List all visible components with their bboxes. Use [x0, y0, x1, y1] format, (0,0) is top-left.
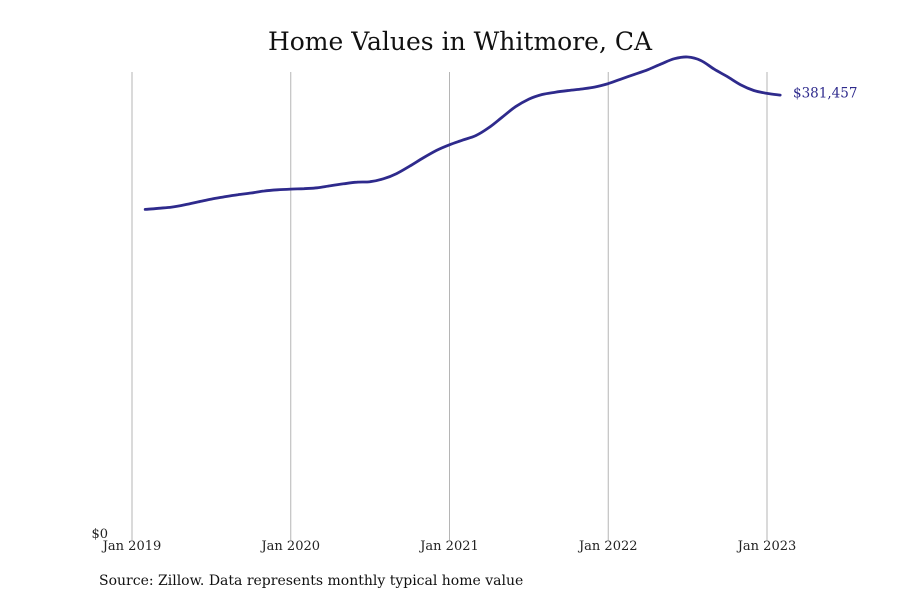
- x-tick-label-5: Jan 2023: [736, 539, 797, 554]
- chart-title: Home Values in Whitmore, CA: [267, 27, 653, 56]
- gridlines: [131, 72, 768, 540]
- y-axis-tick-labels: $0: [91, 527, 108, 542]
- x-tick-label-3: Jan 2021: [418, 539, 479, 554]
- x-axis-tick-labels: Jan 2019 Jan 2020 Jan 2021 Jan 2022 Jan 2023: [101, 539, 797, 554]
- x-tick-label-4: Jan 2022: [577, 539, 638, 554]
- series-layer: [143, 55, 782, 211]
- y-tick-label-1: $0: [91, 527, 108, 542]
- x-tick-label-1: Jan 2019: [101, 539, 162, 554]
- source-note: Source: Zillow. Data represents monthly …: [99, 573, 524, 589]
- end-value-label: $381,457: [793, 85, 857, 101]
- series-line-1: [143, 55, 782, 211]
- x-tick-label-2: Jan 2020: [259, 539, 320, 554]
- end-value-labels: $381,457: [793, 85, 857, 101]
